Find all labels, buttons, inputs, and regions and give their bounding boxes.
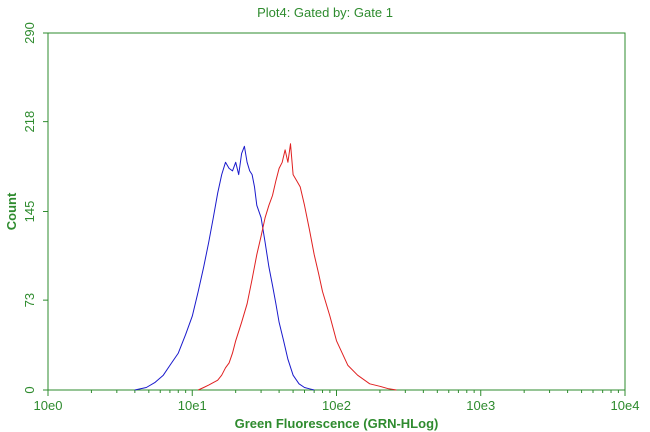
chart-title: Plot4: Gated by: Gate 1 xyxy=(257,5,393,20)
x-tick-label: 10e0 xyxy=(34,398,63,413)
y-axis-label: Count xyxy=(4,192,19,230)
x-tick-label: 10e4 xyxy=(611,398,640,413)
red-histogram-line xyxy=(197,143,397,391)
plot-frame xyxy=(47,32,626,391)
y-tick-label: 290 xyxy=(22,22,37,44)
x-tick-label: 10e1 xyxy=(178,398,207,413)
blue-histogram-line xyxy=(134,145,315,391)
y-tick-label: 73 xyxy=(22,293,37,307)
x-axis-label: Green Fluorescence (GRN-HLog) xyxy=(235,416,439,431)
y-tick-label: 0 xyxy=(22,386,37,393)
x-tick-label: 10e2 xyxy=(322,398,351,413)
x-tick-label: 10e3 xyxy=(466,398,495,413)
y-tick-label: 145 xyxy=(22,201,37,223)
y-tick-label: 218 xyxy=(22,111,37,133)
